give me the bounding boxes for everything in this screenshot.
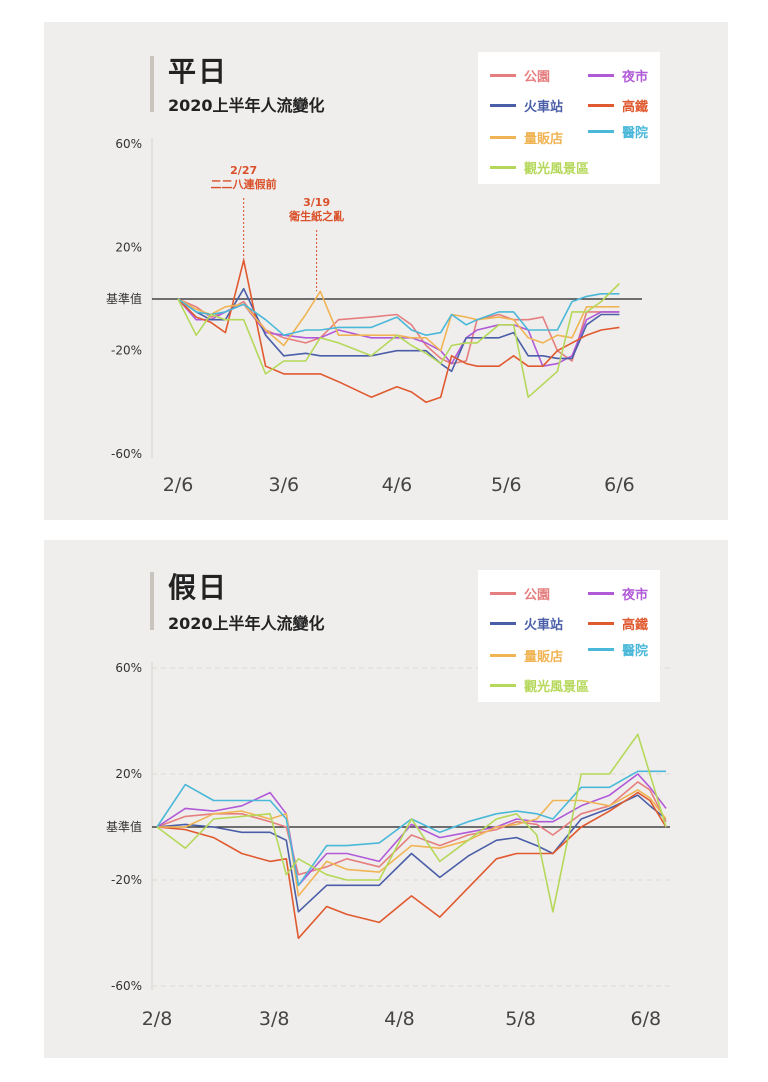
y-tick-label: 60% [115,137,142,151]
y-tick-label: -60% [111,447,142,461]
legend-item: 高鐵 [588,96,648,115]
legend-item: 夜市 [588,66,648,85]
legend-label: 醫院 [622,644,649,659]
legend-item: 公園 [490,66,550,85]
chart-subtitle: 2020上半年人流變化 [168,96,325,115]
chart-title: 平日 [168,55,229,88]
legend-swatch [588,622,614,625]
y-tick-label: -60% [111,979,142,993]
x-tick-label: 2/6 [163,474,194,496]
legend-item: 量販店 [490,128,563,147]
series-line-6 [177,282,620,399]
chart-subtitle: 2020上半年人流變化 [168,614,325,633]
weekend-chart-panel: 假日 2020上半年人流變化 60% 20% -20% -60% 基準值 2/8 3/8 4/… [44,540,728,1058]
legend-swatch [490,74,516,77]
annotation-label: 二二八連假前 [211,177,277,191]
legend-swatch [588,648,614,651]
y-tick-label: -20% [111,344,142,358]
weekday-chart-panel: 平日 2020上半年人流變化 60% 20% -20% -60% 基準值 2/6 3/6 4/… [44,22,728,520]
series-line-2 [177,287,620,373]
legend-label: 醫院 [622,126,649,141]
y-tick-label: -20% [111,873,142,887]
baseline-label: 基準值 [106,291,142,306]
legend-label: 夜市 [622,70,649,85]
legend-item: 觀光風景區 [490,158,589,177]
legend-label: 公園 [524,70,551,85]
legend-swatch [490,104,516,107]
legend-label: 觀光風景區 [524,680,590,695]
legend-swatch [588,592,614,595]
legend-label: 火車站 [524,618,564,633]
legend-item: 高鐵 [588,614,648,633]
legend-swatch [490,622,516,625]
x-tick-label: 6/6 [604,474,635,496]
series-line-0 [156,781,667,876]
x-tick-label: 4/6 [382,474,413,496]
x-tick-label: 6/8 [631,1008,662,1030]
legend-swatch [490,654,516,657]
legend-swatch [490,166,516,169]
y-tick-label: 60% [115,661,142,675]
legend-label: 量販店 [524,132,564,147]
weekend-line-chart: 60% 20% -20% -60% 基準值 2/8 3/8 4/8 5/8 6/8 [106,661,672,1030]
series-line-1 [156,773,667,887]
legend-swatch [490,136,516,139]
legend-swatch [588,104,614,107]
legend-label: 火車站 [524,100,564,115]
x-tick-label: 5/8 [505,1008,536,1030]
series-line-2 [156,794,667,913]
legend-item: 火車站 [490,614,563,633]
chart-legend: 公園 夜市火車站 高鐵量販店 醫院觀光風景區 [478,570,660,702]
legend-item: 醫院 [588,122,648,141]
legend-label: 夜市 [622,588,649,603]
legend-label: 觀光風景區 [524,162,590,177]
y-tick-label: 20% [115,767,142,781]
legend-swatch [588,74,614,77]
series-line-3 [177,259,620,404]
baseline-label: 基準值 [106,819,142,834]
series-line-5 [156,770,666,887]
legend-item: 夜市 [588,584,648,603]
legend-swatch [490,592,516,595]
series-line-3 [156,791,667,940]
title-accent-bar [150,572,154,630]
series-line-6 [156,733,667,913]
annotation-label: 3/19 [303,196,330,209]
title-accent-bar [150,56,154,112]
series-line-0 [177,298,620,365]
annotation-label: 2/27 [230,164,257,177]
legend-label: 量販店 [524,650,564,665]
x-tick-label: 2/8 [142,1008,173,1030]
legend-item: 觀光風景區 [490,676,589,695]
chart-legend: 公園 夜市火車站 高鐵量販店 醫院觀光風景區 [478,52,660,184]
legend-item: 量販店 [490,646,563,665]
series-line-4 [177,290,620,352]
legend-label: 高鐵 [622,100,649,115]
annotation-label: 衛生紙之亂 [288,209,344,223]
legend-item: 醫院 [588,640,648,659]
x-tick-label: 5/6 [491,474,522,496]
y-tick-label: 20% [115,240,142,254]
x-tick-label: 3/6 [269,474,300,496]
x-tick-label: 4/8 [384,1008,415,1030]
legend-swatch [490,684,516,687]
series-line-5 [177,292,620,337]
legend-label: 公園 [524,588,551,603]
legend-swatch [588,130,614,133]
chart-title: 假日 [168,571,229,604]
x-tick-label: 3/8 [259,1008,290,1030]
legend-label: 高鐵 [622,618,649,633]
legend-item: 火車站 [490,96,563,115]
legend-item: 公園 [490,584,550,603]
weekday-line-chart: 60% 20% -20% -60% 基準值 2/6 3/6 4/6 5/6 6/6 2/27二二八連… [106,137,642,496]
